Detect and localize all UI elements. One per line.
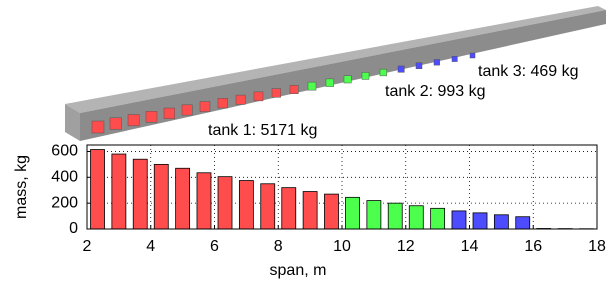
bar (91, 150, 105, 229)
bar (154, 164, 168, 229)
bar (282, 188, 296, 229)
y-tick-label: 200 (51, 194, 78, 211)
x-axis-label: span, m (270, 262, 327, 279)
x-tick-label: 10 (333, 238, 351, 255)
x-tick-label: 14 (461, 238, 479, 255)
tank-cell (308, 82, 316, 90)
bar (176, 168, 190, 229)
bar (197, 173, 211, 229)
y-tick-label: 600 (51, 143, 78, 160)
tank-cell (452, 56, 457, 61)
tank-cell (290, 85, 298, 93)
tank-cell (164, 108, 175, 119)
bar (324, 194, 338, 229)
x-tick-label: 12 (397, 238, 415, 255)
x-tick-label: 6 (210, 238, 219, 255)
bar (388, 203, 402, 229)
tank-cell (200, 102, 210, 112)
bar (239, 181, 253, 229)
bar (218, 177, 232, 229)
bar (133, 159, 147, 229)
tank-cell (182, 105, 192, 115)
bar (452, 211, 466, 229)
bar (112, 154, 126, 229)
bar (516, 217, 530, 229)
bar (473, 213, 487, 229)
bar (303, 192, 317, 229)
tank-cell (362, 72, 369, 79)
y-tick-label: 400 (51, 169, 78, 186)
bar (346, 197, 360, 229)
tank-cell (218, 98, 228, 108)
tank-cell (470, 53, 475, 58)
tank-cell (236, 95, 245, 104)
tank-cell (344, 76, 351, 83)
x-tick-label: 4 (146, 238, 155, 255)
x-tick-label: 16 (524, 238, 542, 255)
tank-cell (254, 92, 263, 101)
tank-cell (92, 121, 104, 133)
annotation: tank 1: 5171 kg (208, 122, 317, 139)
bar (409, 206, 423, 229)
x-tick-label: 2 (83, 238, 92, 255)
tank-cell (146, 111, 157, 122)
tank-cell (110, 118, 122, 130)
bar (494, 215, 508, 229)
bar (431, 208, 445, 229)
chart: tank 3: 469 kg tank 2: 993 kg tank 1: 51… (0, 0, 613, 287)
tank-cell (434, 59, 440, 65)
tank-cell (398, 66, 404, 72)
bar (261, 184, 275, 229)
tank-cell (380, 69, 387, 76)
tank-cell (272, 89, 281, 98)
x-tick-label: 8 (274, 238, 283, 255)
bar (367, 201, 381, 229)
y-axis-label: mass, kg (13, 155, 30, 219)
y-tick-label: 0 (69, 220, 78, 237)
annotation: tank 3: 469 kg (478, 63, 579, 80)
tank-cell (326, 79, 334, 87)
tank-cell (416, 63, 422, 69)
annotation: tank 2: 993 kg (385, 83, 486, 100)
tank-cell (128, 115, 139, 126)
wing-top (65, 6, 606, 113)
x-tick-label: 18 (588, 238, 606, 255)
